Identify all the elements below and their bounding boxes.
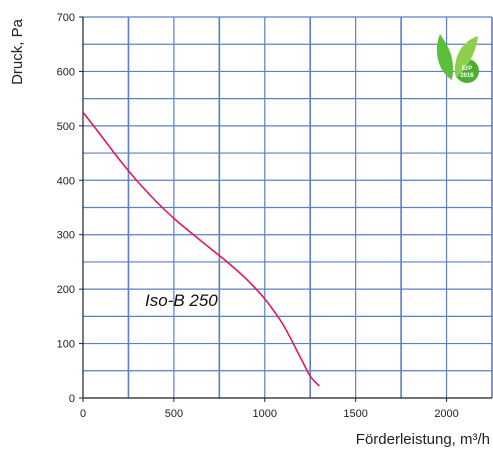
leaf-icon xyxy=(436,34,454,80)
y-tick-label: 200 xyxy=(57,284,75,296)
leaf-icon xyxy=(454,36,478,78)
series xyxy=(82,111,320,387)
tick-labels: 0 100 200 300 400 500 600 700 0 500 1000 1500 2000 xyxy=(57,12,459,420)
y-tick-label: 400 xyxy=(57,175,75,187)
x-tick-label: 1000 xyxy=(253,408,277,420)
y-tick-label: 0 xyxy=(69,393,75,405)
x-tick-label: 0 xyxy=(80,408,86,420)
grid xyxy=(83,16,493,398)
x-tick-label: 500 xyxy=(165,408,183,420)
series-line xyxy=(82,111,320,387)
erp-leaf-logo: ErP 2016 xyxy=(436,34,479,83)
y-tick-label: 100 xyxy=(57,339,75,351)
y-axis-title: Druck, Pa xyxy=(9,18,26,85)
series-label: Iso-B 250 xyxy=(145,291,218,310)
x-tick-label: 1500 xyxy=(343,408,367,420)
x-axis-title: Förderleistung, m³/h xyxy=(356,431,490,448)
erp-badge-year: 2016 xyxy=(460,73,474,79)
y-tick-label: 600 xyxy=(57,66,75,78)
axes xyxy=(79,16,492,402)
y-tick-label: 300 xyxy=(57,230,75,242)
y-tick-label: 700 xyxy=(57,12,75,24)
y-tick-label: 500 xyxy=(57,121,75,133)
erp-badge-text: ErP xyxy=(462,66,472,72)
x-tick-label: 2000 xyxy=(434,408,458,420)
